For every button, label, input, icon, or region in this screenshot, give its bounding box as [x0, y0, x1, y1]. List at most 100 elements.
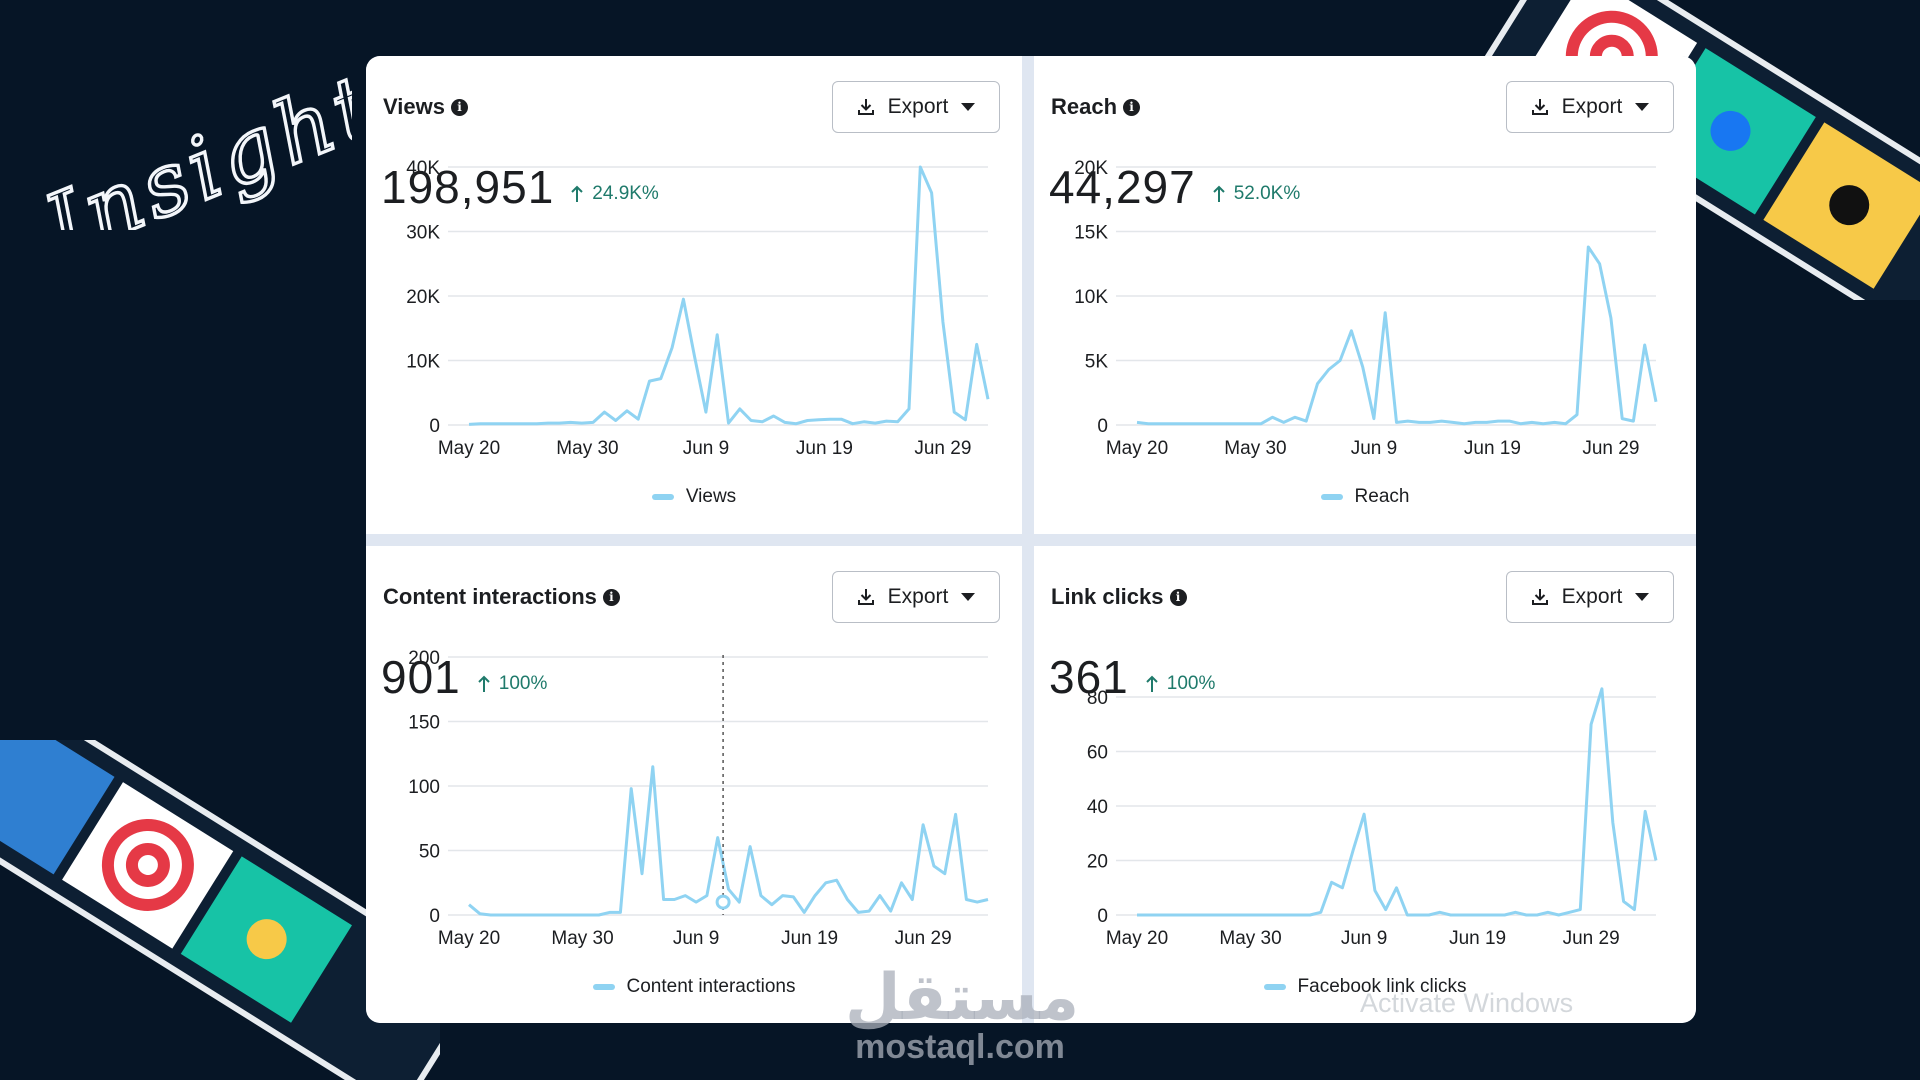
y-tick-label: 40	[1087, 797, 1108, 818]
y-tick-label: 0	[1097, 416, 1108, 437]
x-tick-label: Jun 9	[1341, 928, 1387, 949]
link-clicks-title: Link clicks	[1051, 584, 1164, 609]
link-clicks-heading: Link clicks i	[1051, 584, 1187, 610]
insights-board: Views i Export 198,951 24.9K% 0 10K 20K 30K…	[366, 56, 1696, 1023]
x-tick-label: Jun 19	[1449, 928, 1506, 949]
watermark-arabic: مستقل	[845, 961, 1080, 1035]
insights-title: Insights	[22, 30, 441, 280]
reach-export-button[interactable]: Export	[1506, 81, 1674, 133]
export-label: Export	[1561, 95, 1623, 118]
y-tick-label: 5K	[1085, 352, 1109, 373]
insights-title-text: Insights	[30, 36, 352, 230]
series-line	[1136, 245, 1658, 426]
watermark-latin: mostaql.com	[855, 1028, 1065, 1066]
views-change-text: 24.9K%	[592, 183, 659, 204]
x-tick-label: May 20	[438, 928, 500, 949]
link-clicks-legend-label: Facebook link clicks	[1297, 976, 1467, 997]
reach-legend-label: Reach	[1354, 486, 1410, 507]
x-tick-label: May 30	[556, 438, 618, 459]
y-tick-label: 80	[1087, 688, 1108, 709]
caret-down-icon	[1634, 592, 1650, 602]
content-interactions-metric: 901 100%	[381, 650, 547, 704]
content-interactions-change-text: 100%	[498, 673, 548, 694]
link-clicks-export-button[interactable]: Export	[1506, 571, 1674, 623]
x-tick-label: May 20	[438, 438, 500, 459]
link-clicks-chart[interactable]: 0 20 40 60 80 May 20 May 30 Jun 9 Jun 19 Jun 29	[1034, 546, 1696, 1023]
x-tick-label: Jun 19	[1464, 438, 1521, 459]
x-tick-label: May 30	[1224, 438, 1286, 459]
x-tick-label: Jun 29	[914, 438, 971, 459]
y-tick-label: 10K	[1074, 287, 1108, 308]
reach-title: Reach	[1051, 94, 1118, 119]
x-tick-label: Jun 19	[796, 438, 853, 459]
x-tick-label: May 30	[1219, 928, 1281, 949]
download-icon	[1530, 97, 1550, 117]
info-icon[interactable]: i	[1169, 588, 1187, 606]
legend-swatch	[1320, 494, 1343, 500]
arrow-up-icon	[570, 185, 584, 203]
activate-windows-notice: Activate Windows	[1360, 988, 1574, 1018]
reach-change-text: 52.0K%	[1233, 183, 1301, 204]
views-title: Views	[383, 94, 445, 119]
caret-down-icon	[960, 592, 976, 602]
views-change: 24.9K%	[570, 183, 659, 205]
caret-down-icon	[1634, 102, 1650, 112]
info-icon[interactable]: i	[450, 98, 468, 116]
content-interactions-export-button[interactable]: Export	[832, 571, 1000, 623]
y-tick-label: 20K	[1074, 158, 1108, 179]
export-label: Export	[887, 95, 949, 118]
download-icon	[856, 97, 876, 117]
content-interactions-total: 901	[381, 651, 461, 703]
content-interactions-chart[interactable]: 0 50 100 150 200 May 20 May 30 Jun 9 Jun 19 Jun 2…	[366, 546, 1022, 1023]
reach-chart[interactable]: 0 5K 10K 15K 20K May 20 May 30 Jun 9 Jun 19 Jun 2…	[1034, 56, 1696, 534]
views-legend: Views	[366, 486, 1022, 508]
legend-swatch	[592, 984, 615, 990]
arrow-up-icon	[1212, 185, 1226, 203]
link-clicks-legend: Facebook link clicks	[1034, 976, 1696, 998]
link-clicks-change-text: 100%	[1166, 673, 1216, 694]
info-icon[interactable]: i	[602, 588, 620, 606]
y-tick-label: 15K	[1074, 223, 1108, 244]
link-clicks-total: 361	[1049, 651, 1129, 703]
views-heading: Views i	[383, 94, 468, 120]
x-tick-label: Jun 9	[683, 438, 729, 459]
reach-change: 52.0K%	[1212, 183, 1301, 205]
series-line	[1137, 687, 1658, 917]
series-line	[468, 165, 990, 426]
y-tick-label: 20K	[406, 287, 440, 308]
x-tick-label: Jun 29	[1563, 928, 1620, 949]
views-metric: 198,951 24.9K%	[381, 160, 659, 214]
legend-swatch	[651, 494, 674, 500]
link-clicks-panel: Link clicks i Export 361 100% 0 20 40 60 80 M…	[1034, 546, 1696, 1023]
views-export-button[interactable]: Export	[832, 81, 1000, 133]
y-tick-label: 10K	[406, 352, 440, 373]
reach-legend: Reach	[1034, 486, 1696, 508]
views-total: 198,951	[381, 161, 555, 213]
mostaql-watermark: مستقل mostaql.com	[845, 961, 1080, 1067]
content-interactions-change: 100%	[477, 673, 548, 695]
arrow-up-icon	[1145, 675, 1159, 693]
film-strip-bottom-left	[0, 740, 440, 1080]
hover-point	[715, 894, 731, 910]
reach-panel: Reach i Export 44,297 52.0K% 0 5K 10K 15K 20…	[1034, 56, 1696, 534]
info-icon[interactable]: i	[1123, 98, 1141, 116]
y-tick-label: 20	[1087, 852, 1108, 873]
y-tick-label: 0	[429, 416, 440, 437]
reach-metric: 44,297 52.0K%	[1049, 160, 1300, 214]
content-interactions-title: Content interactions	[383, 584, 597, 609]
x-tick-label: May 20	[1106, 928, 1168, 949]
y-tick-label: 0	[429, 906, 440, 927]
reach-heading: Reach i	[1051, 94, 1141, 120]
y-tick-label: 200	[408, 648, 440, 669]
y-tick-label: 60	[1087, 743, 1108, 764]
caret-down-icon	[960, 102, 976, 112]
views-chart[interactable]: 0 10K 20K 30K 40K May 20 May 30 Jun 9 Jun 19 Jun …	[366, 56, 1022, 534]
x-tick-label: Jun 29	[895, 928, 952, 949]
x-tick-label: May 30	[551, 928, 613, 949]
link-clicks-change: 100%	[1145, 673, 1216, 695]
x-tick-label: Jun 19	[781, 928, 838, 949]
views-panel: Views i Export 198,951 24.9K% 0 10K 20K 30K…	[366, 56, 1022, 534]
x-tick-label: Jun 29	[1582, 438, 1639, 459]
link-clicks-metric: 361 100%	[1049, 650, 1215, 704]
legend-swatch	[1263, 984, 1286, 990]
